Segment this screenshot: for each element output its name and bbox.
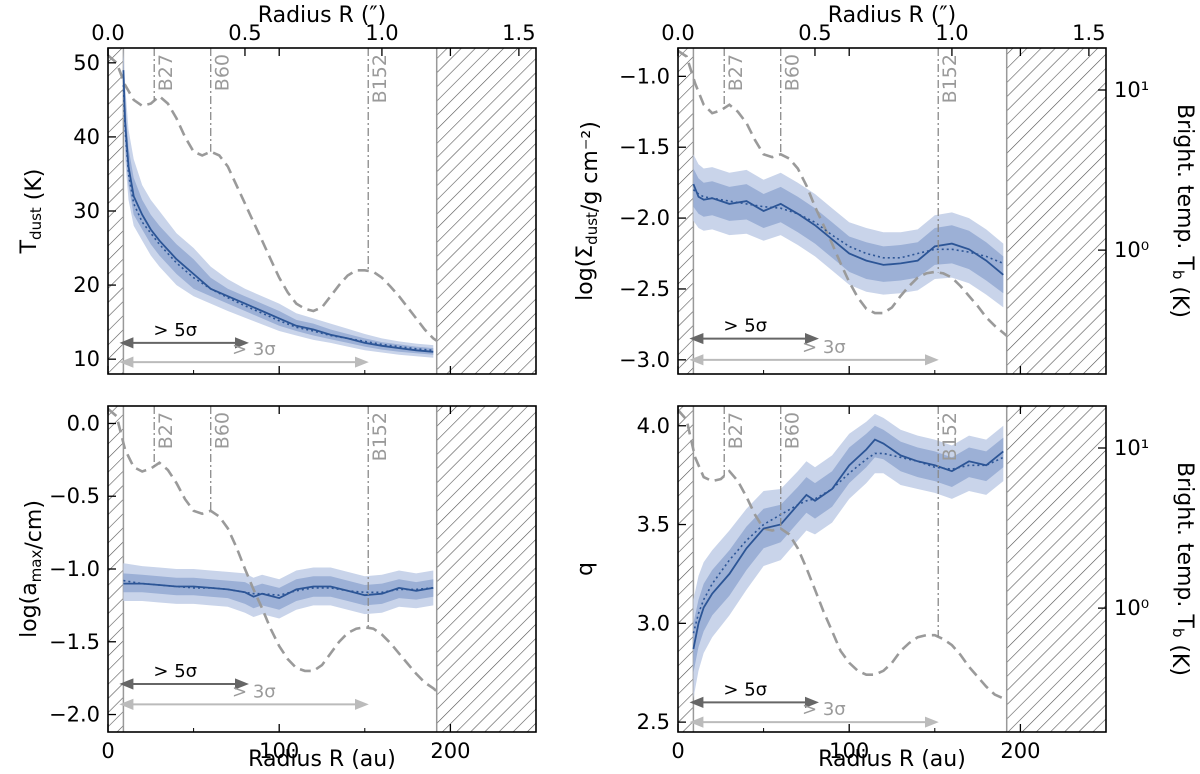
y-tick-label: −3.0 — [619, 348, 670, 372]
mean-line — [122, 84, 434, 352]
ring-label-b152: B152 — [939, 54, 961, 103]
x-tick-label: 200 — [430, 739, 470, 763]
y-right-tick-label: 10⁰ — [1114, 596, 1149, 620]
sigma-label-5: > 5σ — [723, 316, 767, 337]
y-axis-label: log(amax/cm) — [17, 500, 47, 638]
excluded-region — [1006, 48, 1106, 374]
ring-label-b152: B152 — [369, 54, 391, 103]
y-right-axis-label: Bright. temp. Tb (K) — [1167, 462, 1197, 676]
y-tick-label: −1.5 — [49, 630, 100, 654]
ring-label-b27: B27 — [155, 412, 177, 449]
x2-tick-label: 1.0 — [365, 21, 398, 45]
y-tick-label: −1.0 — [49, 557, 100, 581]
sigma-label-3: > 3σ — [802, 699, 846, 720]
x-tick-label: 100 — [259, 739, 299, 763]
y-tick-label: 40 — [73, 125, 100, 149]
sigma-label-3: > 3σ — [802, 337, 846, 358]
excluded-region — [1006, 406, 1106, 732]
ring-label-b60: B60 — [212, 412, 234, 449]
sigma-label-3: > 3σ — [232, 339, 276, 360]
uncertainty-band-inner — [123, 573, 434, 610]
panel-size-distribution-slope: B27 B60 B152 > 5σ > 3σ 0 100 200 4.0 3.5 3.0 2.5 q 10… — [573, 405, 1197, 763]
x2-tick-label: 0.0 — [91, 21, 124, 45]
median-line — [692, 438, 1004, 650]
x2-tick-label: 0.0 — [661, 21, 694, 45]
ring-label-b60: B60 — [212, 54, 234, 91]
axes-frame — [677, 47, 1107, 375]
y-tick-label: 0.0 — [67, 411, 100, 435]
median-line — [692, 183, 1004, 276]
y-tick-label: 3.5 — [637, 513, 670, 537]
top-axis-title-left: Radius R (″) — [258, 3, 386, 28]
uncertainty-band-inner — [693, 425, 1004, 673]
x2-tick-label: 1.5 — [1072, 21, 1105, 45]
ring-label-b60: B60 — [782, 412, 804, 449]
excluded-region — [436, 406, 536, 732]
x2-tick-label: 1.5 — [502, 21, 535, 45]
y-tick-label: 10 — [73, 347, 100, 371]
x-tick-label: 100 — [829, 739, 869, 763]
sigma-label-5: > 5σ — [153, 320, 197, 341]
y-tick-label: −0.5 — [49, 484, 100, 508]
y-axis-label: Tdust (K) — [17, 169, 47, 255]
x-tick-label: 200 — [1000, 739, 1040, 763]
y-tick-label: −1.5 — [619, 135, 670, 159]
sigma-label-3: > 3σ — [232, 681, 276, 702]
bottom-axis-title-right: Radius R (au) — [818, 747, 966, 772]
excluded-region — [436, 48, 536, 374]
ring-label-b152: B152 — [369, 412, 391, 461]
panel-max-grain-size: B27 B60 B152 > 5σ > 3σ 0 100 200 0.0 −0.5 −1.0 −1.5… — [17, 405, 537, 763]
y-tick-label: 50 — [73, 51, 100, 75]
x2-tick-label: 1.0 — [935, 21, 968, 45]
uncertainty-band-outer — [693, 413, 1004, 699]
y-axis-label: log(Σdust/g cm⁻²) — [573, 121, 603, 301]
y-tick-label: −2.0 — [49, 703, 100, 727]
brightness-profile-line — [678, 409, 1008, 702]
excluded-region — [678, 48, 694, 374]
y-right-tick-label: 10⁰ — [1114, 238, 1149, 262]
sigma-label-5: > 5σ — [723, 679, 767, 700]
y-tick-label: 3.0 — [637, 611, 670, 635]
ring-label-b27: B27 — [725, 412, 747, 449]
plot-area — [678, 48, 1106, 374]
brightness-profile-line — [678, 49, 1008, 337]
ring-label-b27: B27 — [725, 54, 747, 91]
y-tick-label: 20 — [73, 273, 100, 297]
median-line — [123, 582, 434, 600]
plot-area — [108, 406, 536, 732]
uncertainty-band-inner — [693, 168, 1004, 294]
x-tick-label: 0 — [101, 739, 114, 763]
y-tick-label: −1.0 — [619, 64, 670, 88]
brightness-profile-line — [108, 54, 438, 342]
y-axis-label: q — [573, 562, 598, 576]
y-tick-label: 30 — [73, 199, 100, 223]
bottom-axis-title-left: Radius R (au) — [248, 747, 396, 772]
y-tick-label: 2.5 — [637, 710, 670, 734]
panel-surface-density: B27 B60 B152 > 5σ > 3σ 0.0 0.5 1.0 1.5 −1.0 −1.5 −2… — [573, 21, 1197, 375]
top-axis-title-right: Radius R (″) — [828, 3, 956, 28]
x-tick-label: 0 — [671, 739, 684, 763]
y-right-tick-label: 10¹ — [1114, 78, 1149, 102]
brightness-profile-line — [108, 407, 438, 693]
y-tick-label: −2.0 — [619, 206, 670, 230]
y-right-axis-label: Bright. temp. Tb (K) — [1167, 104, 1197, 318]
x2-tick-label: 0.5 — [798, 21, 831, 45]
y-tick-label: −2.5 — [619, 277, 670, 301]
y-right-tick-label: 10¹ — [1114, 436, 1149, 460]
plot-area — [678, 406, 1106, 732]
ring-label-b60: B60 — [782, 54, 804, 91]
panel-dust-temperature: B27 B60 B152 > 5σ > 3σ 0.0 0.5 1.0 1.5 10 20 30 40 50… — [17, 21, 537, 375]
ring-label-b27: B27 — [155, 54, 177, 91]
excluded-region — [678, 406, 694, 732]
plot-area — [108, 48, 536, 374]
y-tick-label: 4.0 — [637, 414, 670, 438]
ring-label-b152: B152 — [939, 412, 961, 461]
median-line — [122, 70, 434, 353]
axes-frame — [677, 405, 1107, 733]
x2-tick-label: 0.5 — [228, 21, 261, 45]
sigma-label-5: > 5σ — [153, 661, 197, 682]
